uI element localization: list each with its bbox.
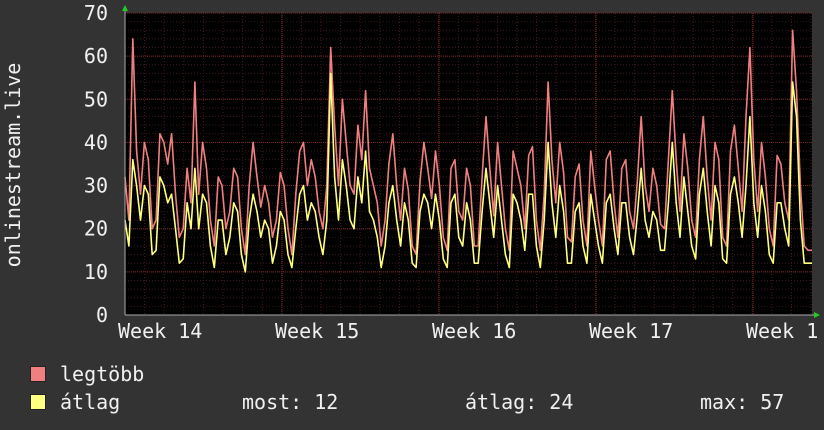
series-line-avg <box>124 72 812 273</box>
x-tick-labels: Week 14 Week 15 Week 16 Week 17 Week 1 <box>118 319 818 343</box>
y-tick-label: 30 <box>84 174 108 198</box>
x-axis-arrow-icon <box>814 312 820 318</box>
legend-swatch-avg <box>30 394 46 410</box>
plot-area <box>125 13 812 315</box>
y-axis-arrow-icon <box>122 5 128 11</box>
y-tick-label: 20 <box>84 217 108 241</box>
series-line-max <box>124 29 812 256</box>
stat-max: max: 57 <box>700 390 785 414</box>
y-tick-label: 50 <box>84 87 108 111</box>
x-tick-label: Week 1 <box>746 319 818 343</box>
legend-item-max: legtöbb <box>30 362 144 386</box>
legend-swatch-max <box>30 366 46 382</box>
stat-now: most: 12 <box>242 390 339 414</box>
x-tick-label: Week 17 <box>589 319 673 343</box>
y-tick-label: 70 <box>84 1 108 25</box>
legend-label-max: legtöbb <box>60 362 145 386</box>
y-tick-label: 60 <box>84 44 108 68</box>
y-tick-labels: 0 10 20 30 40 50 60 70 <box>84 1 108 327</box>
series-group <box>124 29 812 273</box>
y-tick-label: 0 <box>96 303 108 327</box>
axes <box>122 5 820 318</box>
legend-label-avg: átlag <box>60 390 121 414</box>
y-tick-label: 10 <box>84 260 108 284</box>
x-tick-label: Week 14 <box>118 319 202 343</box>
stat-average: átlag: 24 <box>465 390 574 414</box>
x-tick-label: Week 15 <box>275 319 359 343</box>
y-axis-label: onlinestream.live <box>1 63 25 268</box>
x-tick-label: Week 16 <box>432 319 516 343</box>
y-tick-label: 40 <box>84 130 108 154</box>
legend-item-avg: átlag <box>30 390 120 414</box>
